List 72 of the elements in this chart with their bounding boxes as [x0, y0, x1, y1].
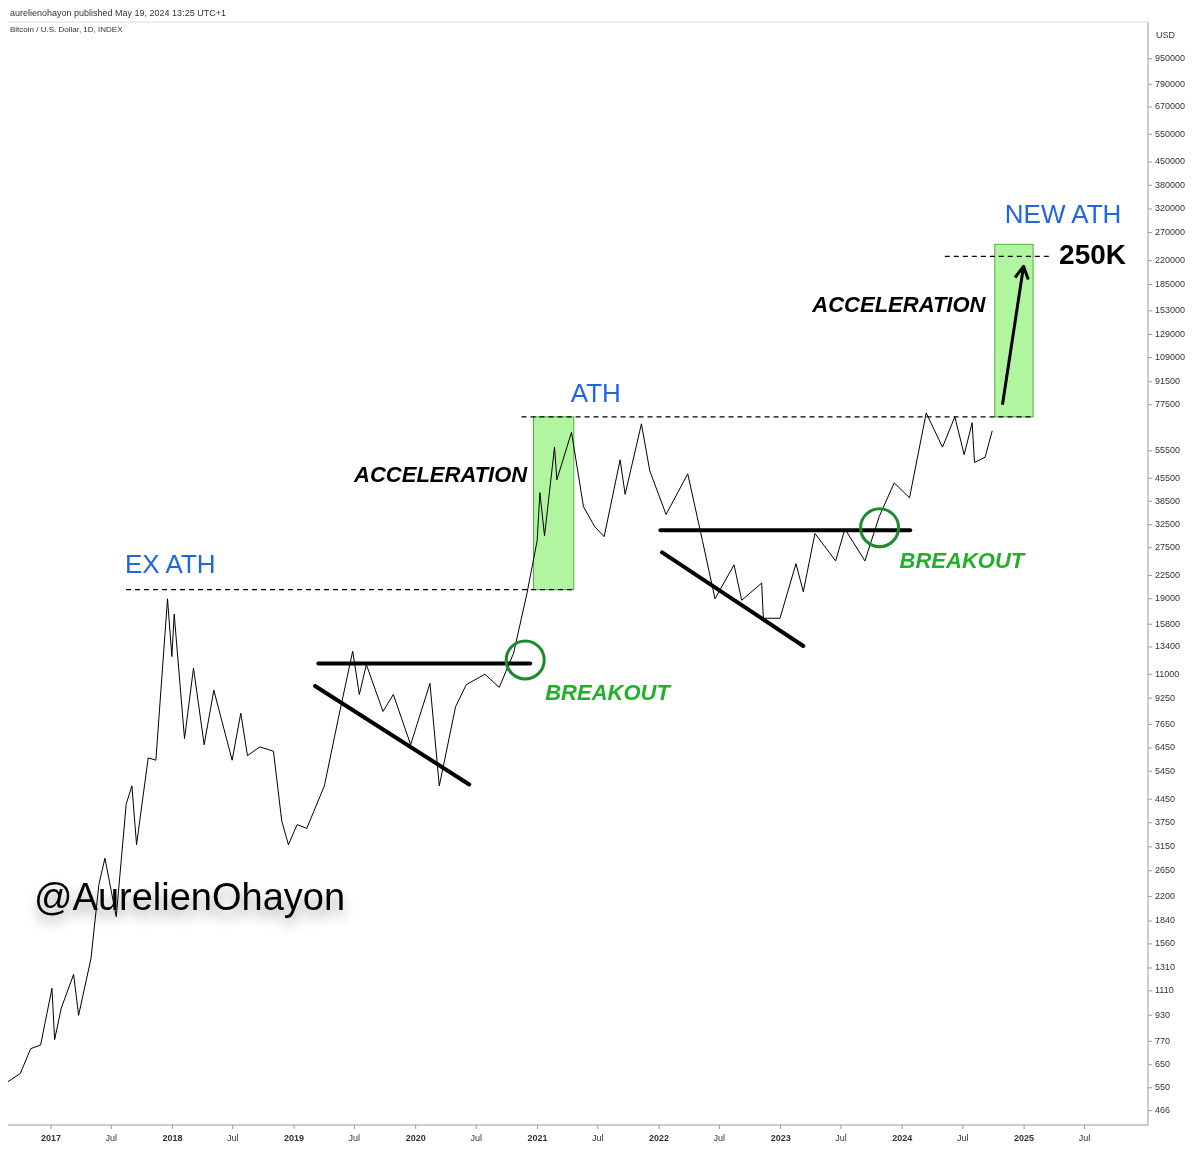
annotation: BREAKOUT: [545, 679, 672, 705]
y-tick-label: 22500: [1155, 569, 1181, 580]
y-tick-label: 6450: [1155, 742, 1176, 753]
x-tick-label: 2018: [162, 1133, 183, 1143]
y-tick-label: 19000: [1155, 593, 1181, 604]
chart-title: Bitcoin / U.S. Dollar, 1D, INDEX: [10, 25, 124, 34]
y-tick-label: 15800: [1155, 618, 1181, 629]
annotation: ACCELERATION: [353, 462, 529, 488]
y-tick-label: 790000: [1155, 78, 1186, 89]
y-tick-label: 3750: [1155, 817, 1176, 828]
y-tick-label: 930: [1155, 1009, 1171, 1020]
y-tick-label: 466: [1155, 1105, 1171, 1116]
x-tick-label: Jul: [592, 1133, 604, 1143]
y-tick-label: 38500: [1155, 495, 1181, 506]
text: aurelienohayon published May 19, 2024 13:25 UTC+1: [10, 8, 226, 18]
y-tick-label: 2650: [1155, 865, 1176, 876]
annotation: ATH: [570, 377, 621, 408]
y-tick-label: 109000: [1155, 352, 1186, 363]
x-tick-label: 2022: [649, 1133, 670, 1143]
x-tick-label: 2017: [40, 1133, 61, 1143]
y-tick-label: 27500: [1155, 542, 1181, 553]
y-tick-label: 220000: [1155, 255, 1186, 266]
y-tick-label: 129000: [1155, 328, 1186, 339]
x-tick-label: Jul: [957, 1133, 969, 1143]
x-tick-label: 2023: [770, 1133, 791, 1143]
y-tick-label: 13400: [1155, 641, 1181, 652]
y-tick-label: 1560: [1155, 938, 1176, 949]
x-tick-label: 2021: [527, 1133, 548, 1143]
x-tick-label: Jul: [713, 1133, 726, 1143]
x-tick-label: Jul: [227, 1133, 239, 1143]
y-tick-label: 450000: [1155, 156, 1186, 167]
y-tick-label: 185000: [1155, 279, 1186, 289]
y-tick-label: 91500: [1155, 376, 1181, 387]
y-tick-label: 4450: [1155, 793, 1176, 804]
x-tick-label: 2025: [1014, 1133, 1035, 1143]
x-tick-label: Jul: [470, 1133, 483, 1143]
y-tick-label: 950000: [1155, 53, 1186, 64]
y-tick-label: 3150: [1155, 841, 1176, 852]
y-tick-label: 1840: [1155, 915, 1176, 926]
y-tick-label: 32500: [1155, 519, 1181, 530]
annotation: EX ATH: [125, 548, 216, 579]
x-tick-label: Jul: [835, 1133, 847, 1143]
y-tick-label: 550: [1155, 1082, 1171, 1093]
y-tick-label: 153000: [1155, 305, 1186, 316]
y-tick-label: 45500: [1155, 472, 1181, 483]
y-tick-label: 77500: [1155, 399, 1181, 410]
x-tick-label: 2024: [892, 1133, 913, 1143]
y-axis-title: USD: [1156, 30, 1176, 40]
x-tick-label: 2019: [284, 1133, 305, 1143]
y-tick-label: 550000: [1155, 128, 1186, 139]
y-tick-label: 11000: [1155, 668, 1180, 679]
x-tick-label: 2020: [405, 1133, 426, 1143]
x-tick-label: Jul: [105, 1133, 117, 1143]
y-tick-label: 770: [1155, 1035, 1171, 1046]
y-tick-label: 5450: [1155, 765, 1176, 776]
y-tick-label: 9250: [1155, 692, 1176, 703]
annotation: BREAKOUT: [899, 547, 1026, 573]
y-tick-label: 270000: [1155, 226, 1186, 237]
y-tick-label: 1110: [1155, 985, 1174, 996]
x-tick-label: Jul: [1078, 1133, 1091, 1143]
y-tick-label: 380000: [1155, 179, 1186, 190]
y-tick-label: 1310: [1155, 962, 1176, 973]
y-tick-label: 55500: [1155, 445, 1181, 456]
x-tick-label: Jul: [348, 1133, 361, 1143]
annotation: ACCELERATION: [811, 292, 987, 318]
y-tick-label: 320000: [1155, 203, 1186, 214]
y-tick-label: 7650: [1155, 718, 1176, 729]
annotation: 250K: [1059, 238, 1127, 270]
y-tick-label: 670000: [1155, 101, 1186, 112]
y-tick-label: 2200: [1155, 890, 1176, 901]
annotation: NEW ATH: [1004, 199, 1122, 230]
y-tick-label: 650: [1155, 1059, 1171, 1070]
